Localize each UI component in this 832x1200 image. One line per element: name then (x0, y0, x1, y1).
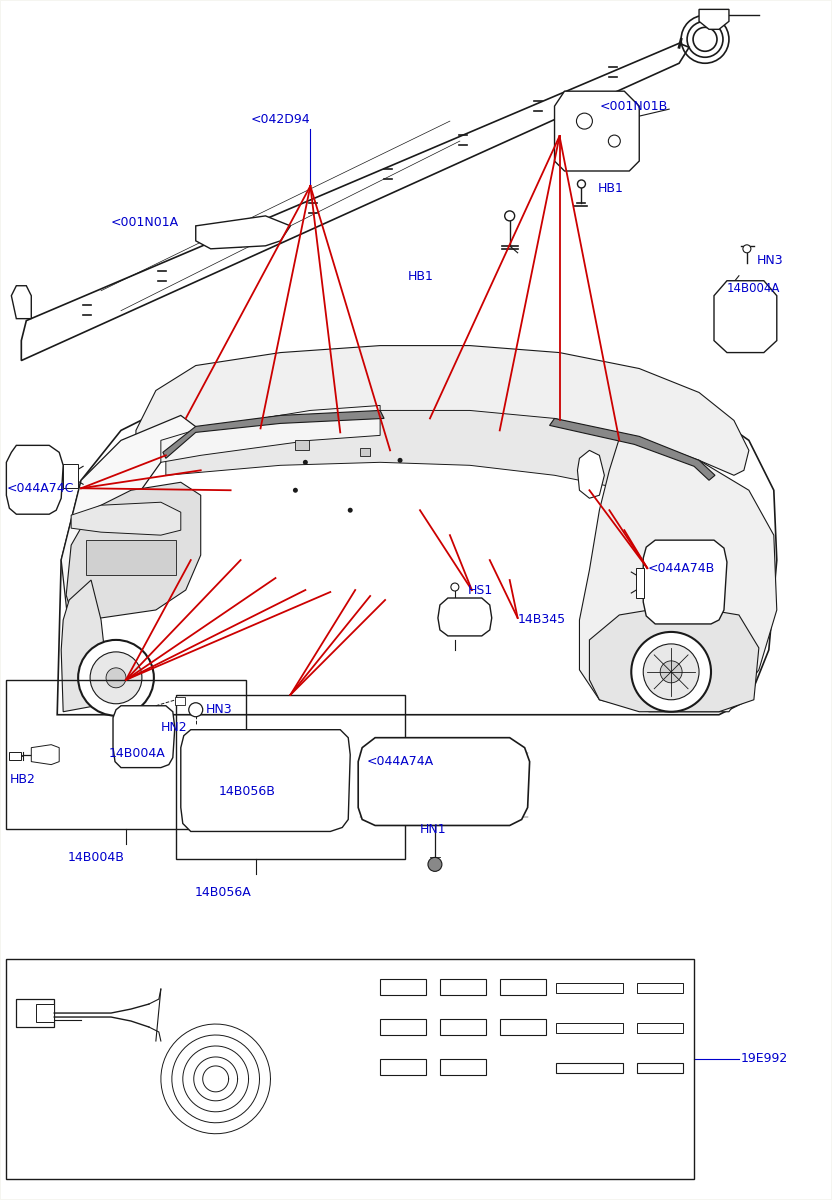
Polygon shape (438, 598, 492, 636)
Polygon shape (359, 738, 530, 826)
Bar (440, 1019, 486, 1034)
Bar (9, 751, 22, 760)
Text: HB2: HB2 (9, 773, 35, 786)
Text: HB1: HB1 (408, 270, 434, 283)
Bar (556, 1024, 623, 1033)
Circle shape (398, 458, 403, 463)
Polygon shape (555, 91, 639, 170)
Bar (362, 769, 374, 808)
Text: HN3: HN3 (757, 254, 784, 268)
Polygon shape (67, 482, 201, 618)
Circle shape (293, 487, 298, 493)
Polygon shape (136, 346, 749, 475)
Bar (637, 983, 683, 994)
Bar (37, 1004, 54, 1022)
Polygon shape (32, 745, 59, 764)
Bar (444, 602, 483, 629)
Bar (721, 289, 769, 343)
Text: 14B004B: 14B004B (67, 851, 125, 864)
Bar (556, 983, 623, 994)
Text: 14B056A: 14B056A (195, 886, 251, 899)
Circle shape (743, 245, 750, 253)
Circle shape (78, 640, 154, 715)
Bar (63, 464, 78, 488)
Text: <042D94: <042D94 (250, 113, 310, 126)
Bar (17, 1000, 54, 1027)
Polygon shape (196, 216, 290, 248)
Bar (500, 979, 546, 995)
Bar (12, 452, 55, 508)
Circle shape (189, 703, 203, 716)
Polygon shape (579, 438, 777, 712)
Polygon shape (699, 10, 729, 29)
Polygon shape (12, 286, 32, 319)
Circle shape (577, 180, 586, 188)
Bar (17, 1000, 34, 1012)
Polygon shape (7, 445, 63, 514)
Bar (440, 979, 486, 995)
Bar (636, 568, 644, 598)
Polygon shape (643, 540, 727, 624)
Text: 14B004A: 14B004A (109, 748, 166, 760)
Text: HB1: HB1 (597, 182, 623, 196)
Text: 14B004A: 14B004A (727, 282, 780, 295)
Polygon shape (57, 368, 777, 715)
Circle shape (303, 460, 308, 464)
Polygon shape (62, 415, 201, 650)
Text: souderia: souderia (144, 499, 688, 606)
Bar (380, 979, 426, 995)
Text: <044A74B: <044A74B (647, 562, 715, 575)
Polygon shape (113, 706, 175, 768)
Bar (186, 736, 341, 824)
Bar (7, 959, 694, 1178)
Circle shape (451, 583, 459, 592)
Text: <044A74A: <044A74A (366, 755, 433, 768)
Text: HS1: HS1 (468, 583, 493, 596)
Bar (7, 680, 245, 829)
Bar (175, 697, 185, 704)
Polygon shape (22, 43, 689, 360)
Text: HN1: HN1 (420, 823, 447, 836)
Text: 19E992: 19E992 (741, 1052, 788, 1066)
Polygon shape (166, 410, 659, 488)
Circle shape (106, 668, 126, 688)
Text: 14B056B: 14B056B (219, 785, 275, 798)
Bar (360, 449, 370, 456)
Bar (17, 1015, 34, 1027)
Bar (295, 440, 310, 450)
Polygon shape (577, 450, 604, 498)
Polygon shape (714, 281, 777, 353)
Bar (380, 1058, 426, 1075)
Text: HN2: HN2 (161, 721, 187, 734)
Bar (176, 695, 405, 859)
Bar (380, 1019, 426, 1034)
Circle shape (428, 858, 442, 871)
Bar (86, 540, 176, 575)
Polygon shape (550, 419, 715, 480)
Polygon shape (181, 730, 350, 832)
Circle shape (348, 508, 353, 512)
Polygon shape (62, 580, 106, 712)
Bar (637, 1063, 683, 1073)
Text: c a: c a (126, 650, 155, 670)
Text: <001N01B: <001N01B (599, 100, 667, 113)
Polygon shape (163, 410, 384, 458)
Circle shape (631, 632, 711, 712)
Bar (637, 1024, 683, 1033)
Text: HN3: HN3 (206, 703, 232, 716)
Text: 14B345: 14B345 (518, 613, 566, 626)
Text: <001N01A: <001N01A (111, 216, 179, 229)
Text: <044A74C: <044A74C (7, 481, 74, 494)
Circle shape (643, 644, 699, 700)
Polygon shape (161, 406, 380, 462)
Polygon shape (589, 605, 759, 712)
Circle shape (660, 661, 682, 683)
Bar (556, 1063, 623, 1073)
Circle shape (505, 211, 515, 221)
Polygon shape (72, 503, 181, 535)
Circle shape (90, 652, 142, 703)
Bar (440, 1058, 486, 1075)
Bar (117, 712, 167, 762)
Bar (500, 1019, 546, 1034)
